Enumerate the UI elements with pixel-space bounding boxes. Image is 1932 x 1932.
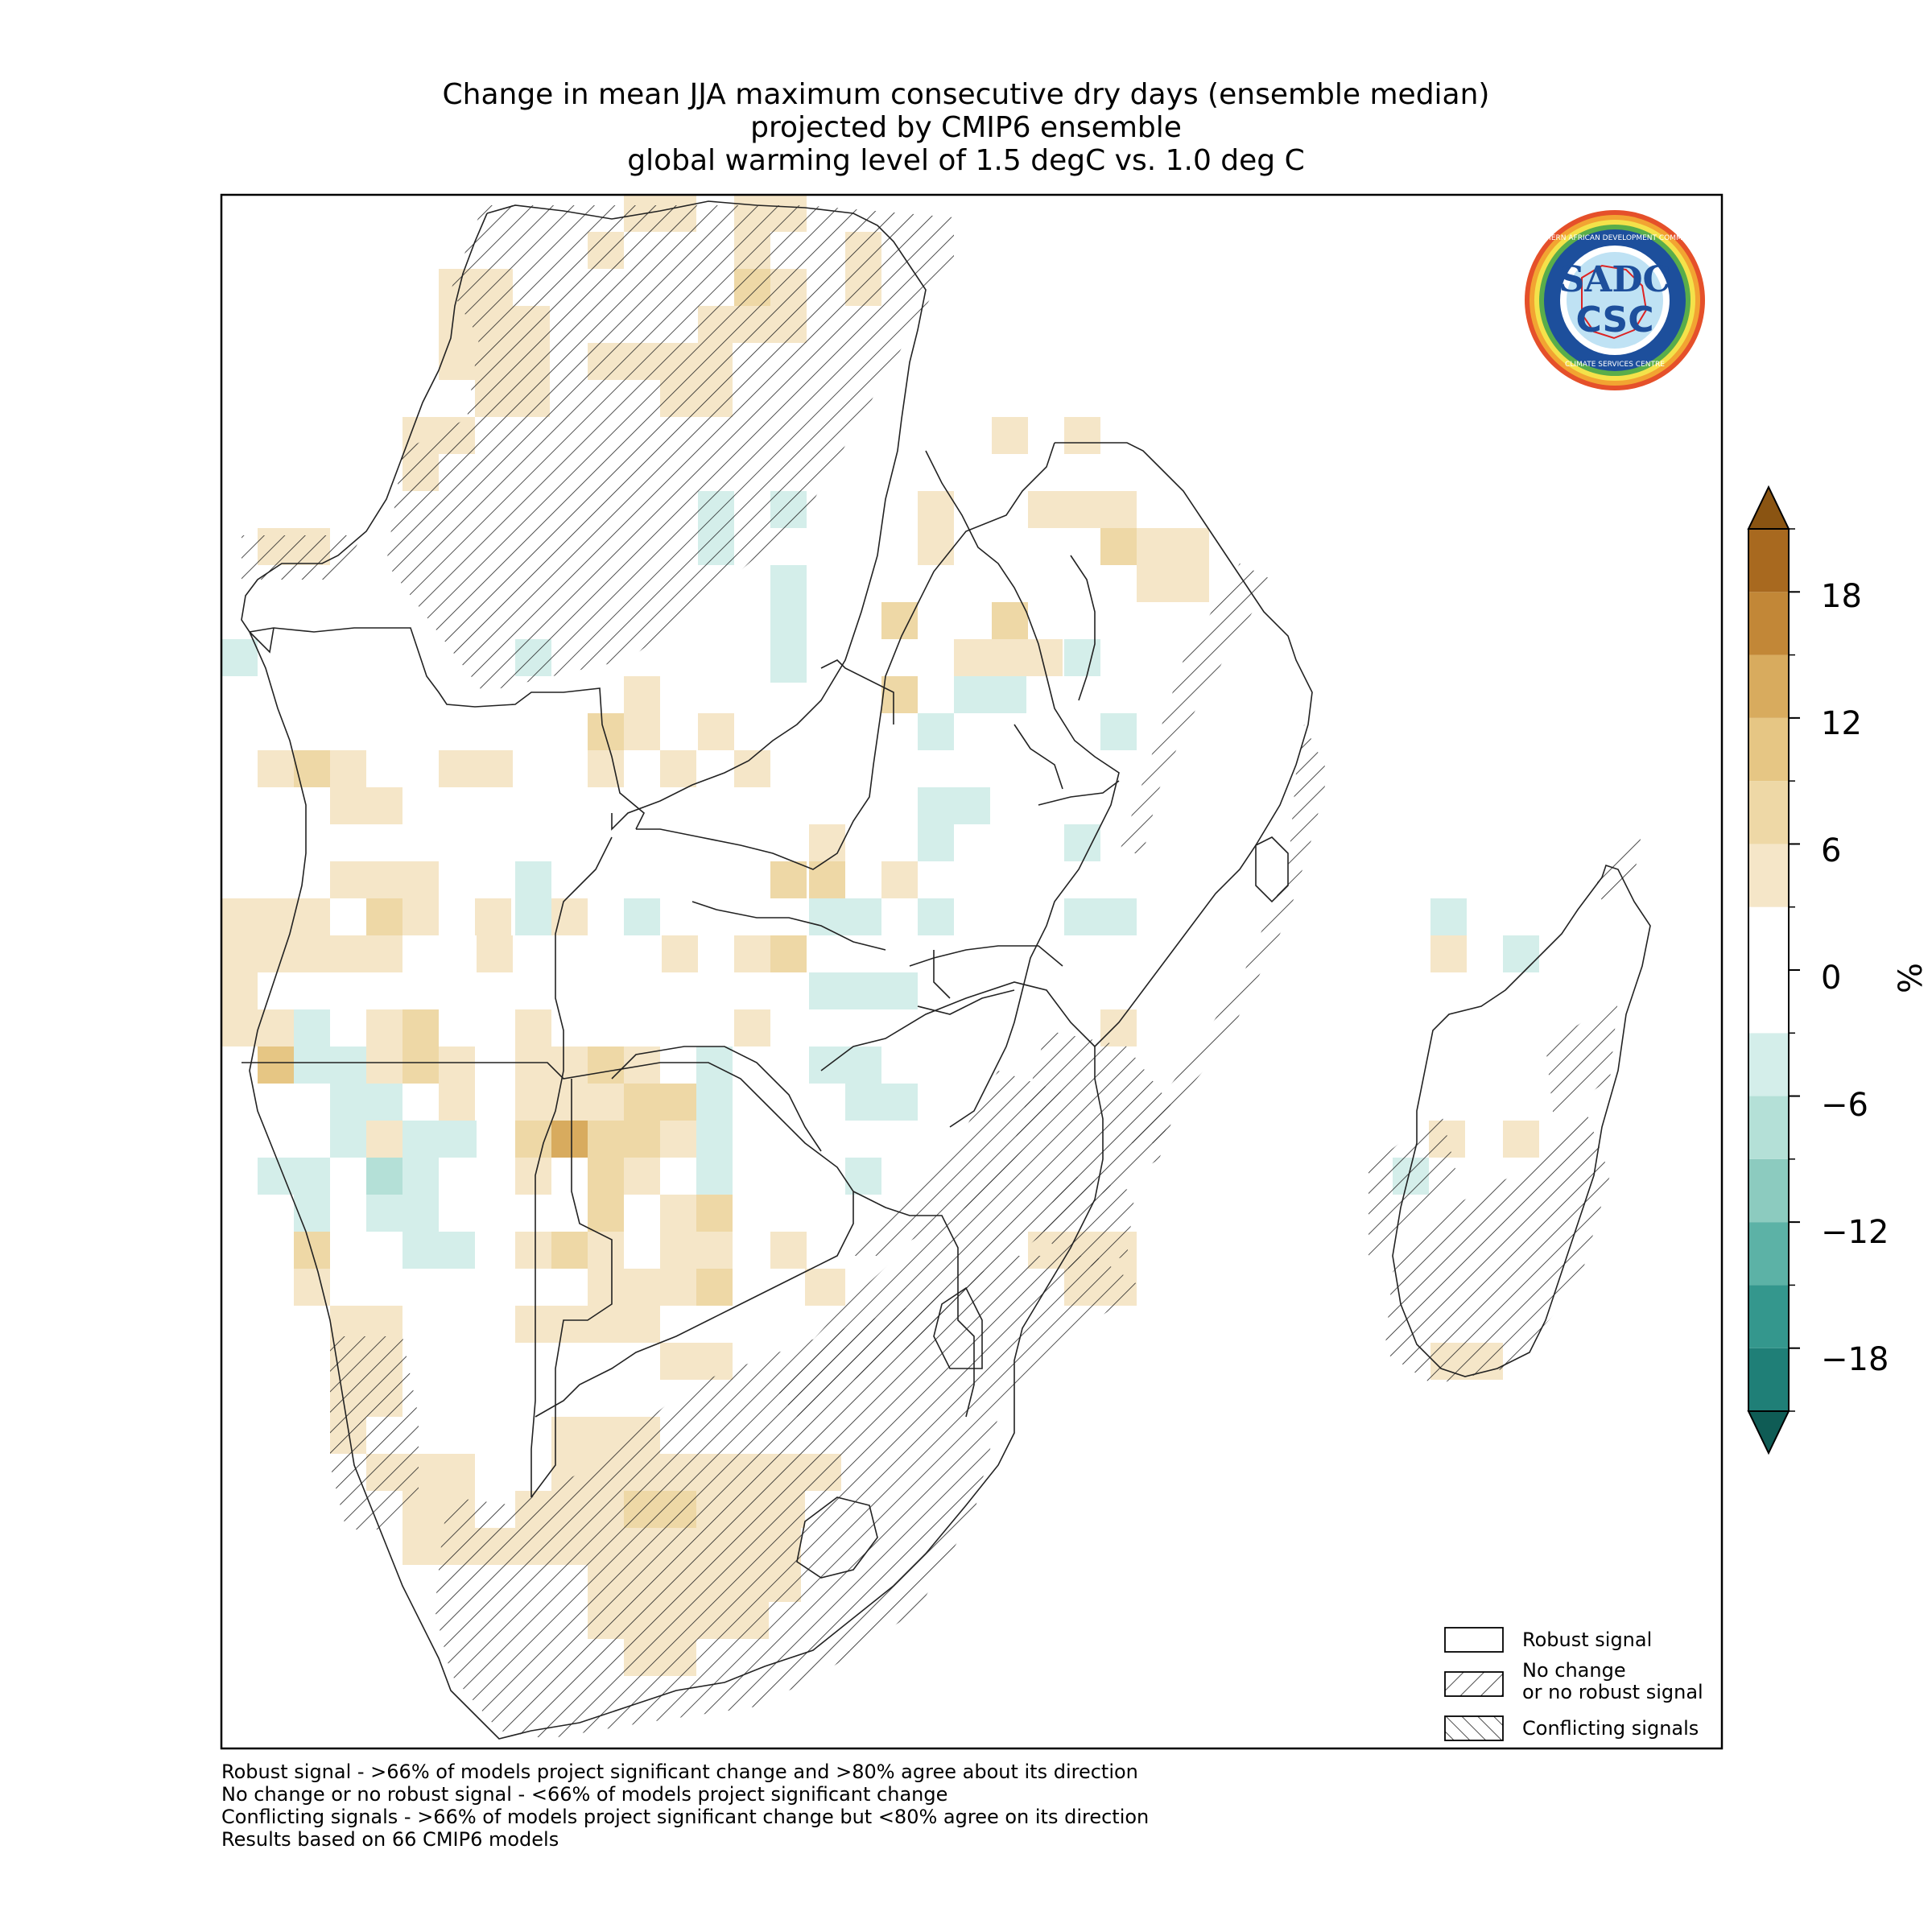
legend-label-conflicting: Conflicting signals [1522, 1717, 1699, 1740]
colorbar-tick-label: −12 [1821, 1214, 1889, 1251]
coastlines-and-borders [241, 200, 1651, 1740]
colorbar-tick-label: 6 [1821, 832, 1842, 869]
colorbar-segment [1748, 1222, 1789, 1286]
footnote-robust: Robust signal - >66% of models project s… [221, 1761, 1138, 1783]
colorbar-segment [1748, 906, 1789, 1034]
colorbar-segment [1748, 1096, 1789, 1159]
colorbar-tick-label: −6 [1821, 1087, 1868, 1124]
colorbar-segment [1748, 654, 1789, 718]
colorbar-segment [1748, 717, 1789, 782]
colorbar-segment [1748, 844, 1789, 907]
hatch-no-robust-signal [242, 205, 1642, 1739]
footnote-no-change: No change or no robust signal - <66% of … [221, 1783, 948, 1806]
title-line-3: global warming level of 1.5 degC vs. 1.0… [627, 144, 1305, 177]
sadc-csc-logo: SADC CSC SOUTHERN AFRICAN DEVELOPMENT CO… [1525, 210, 1705, 390]
logo-ring-text-top: SOUTHERN AFRICAN DEVELOPMENT COMMUNITY [1525, 234, 1704, 242]
footnote-conflicting: Conflicting signals - >66% of models pro… [221, 1806, 1150, 1828]
legend-label-no-change-2: or no robust signal [1522, 1681, 1703, 1703]
map-frame [220, 193, 1724, 1750]
colorbar-tick-label: 0 [1821, 960, 1842, 997]
legend-label-no-change-1: No change [1522, 1659, 1626, 1682]
colorbar-extend-low [1747, 1410, 1790, 1455]
legend-label-robust: Robust signal [1522, 1629, 1653, 1651]
colorbar-unit-label: % [1893, 962, 1930, 994]
colorbar-tick-label: 12 [1821, 705, 1862, 742]
colorbar-segment [1748, 1348, 1789, 1411]
colorbar-segment [1748, 1285, 1789, 1348]
legend-swatch-no-robust [1444, 1671, 1504, 1697]
colorbar-tick-label: 18 [1821, 578, 1862, 615]
map-area [221, 195, 1651, 1740]
colorbar-segment [1748, 592, 1789, 655]
colorbar-segment [1748, 529, 1789, 592]
title-line-1: Change in mean JJA maximum consecutive d… [442, 78, 1490, 111]
legend-swatch-conflicting [1444, 1715, 1504, 1741]
legend-swatch-robust [1444, 1627, 1504, 1653]
logo-ring-text-bottom: CLIMATE SERVICES CENTRE [1565, 361, 1665, 369]
footnote-models: Results based on 66 CMIP6 models [221, 1828, 559, 1851]
legend [1444, 1627, 1504, 1741]
title-line-2: projected by CMIP6 ensemble [750, 111, 1182, 144]
colorbar-segment [1748, 781, 1789, 844]
logo-mark-csc: CSC [1575, 299, 1653, 341]
colorbar [1747, 485, 1800, 1455]
colorbar-segment [1748, 1033, 1789, 1096]
logo-mark-sadc: SADC [1558, 259, 1670, 300]
colorbar-extend-high [1747, 485, 1790, 530]
colorbar-segment [1748, 1158, 1789, 1223]
colorbar-tick-label: −18 [1821, 1341, 1889, 1378]
